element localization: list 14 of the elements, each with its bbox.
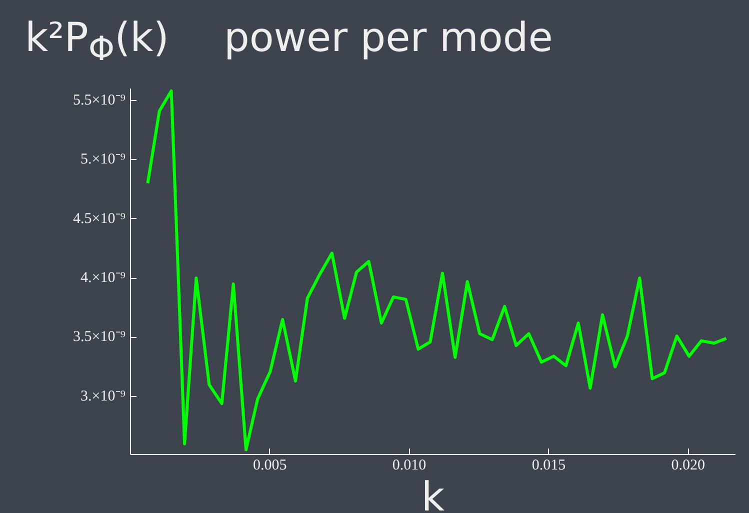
y-tick-label: 4.×10⁻⁹ bbox=[80, 270, 126, 286]
x-axis-title: k bbox=[421, 474, 446, 513]
y-tick-label: 3.5×10⁻⁹ bbox=[73, 329, 126, 346]
x-tick-label: 0.015 bbox=[532, 458, 566, 474]
line-series bbox=[146, 89, 728, 452]
x-tick-label: 0.010 bbox=[392, 458, 426, 474]
chart-title: power per mode bbox=[224, 15, 553, 61]
x-tick-label: 0.005 bbox=[253, 458, 287, 474]
y-tick-label: 3.×10⁻⁹ bbox=[80, 388, 126, 404]
y-tick-label: 5.×10⁻⁹ bbox=[80, 152, 126, 168]
y-tick-label: 5.5×10⁻⁹ bbox=[73, 92, 126, 108]
y-axis-title: k²P$_{Φ}$(k) bbox=[25, 15, 169, 68]
y-tick-label: 4.5×10⁻⁹ bbox=[73, 210, 126, 227]
x-tick-label: 0.020 bbox=[671, 458, 705, 474]
